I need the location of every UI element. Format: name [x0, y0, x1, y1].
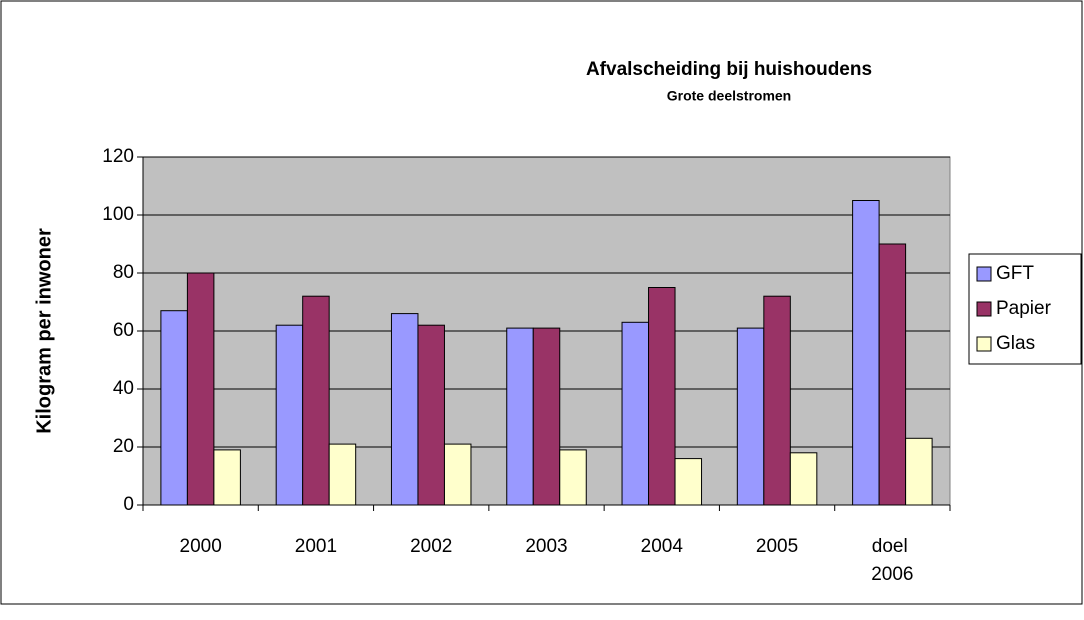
x-tick-label: doel 2006 [871, 536, 913, 585]
bar [532, 327, 561, 506]
bar [905, 437, 933, 506]
y-axis-label: Kilogram per inwoner [33, 228, 55, 434]
bar [736, 327, 765, 506]
y-tick-label: 40 [113, 378, 134, 399]
bar [878, 243, 907, 506]
x-tick-label: 2002 [410, 536, 452, 557]
chart-subtitle: Grote deelstromen [667, 88, 791, 104]
bar [328, 443, 357, 506]
bar [443, 443, 472, 506]
legend-swatch [976, 336, 992, 352]
bar [390, 313, 419, 506]
x-tick-label: 2000 [180, 536, 222, 557]
bar [186, 272, 215, 506]
bar [648, 287, 676, 506]
x-tick-label: 2001 [295, 536, 337, 557]
bar [302, 295, 330, 506]
y-tick-label: 60 [113, 320, 134, 341]
bar [621, 321, 650, 506]
legend-swatch [976, 301, 992, 317]
y-tick-label: 0 [123, 494, 134, 515]
bar [506, 327, 534, 506]
bar [674, 458, 703, 506]
x-tick-label: 2003 [525, 536, 567, 557]
bar [852, 200, 880, 506]
bar [275, 324, 304, 506]
x-tick-label: 2005 [756, 536, 798, 557]
bar [213, 449, 241, 506]
chart-title: Afvalscheiding bij huishoudens [586, 59, 872, 80]
bar [160, 310, 188, 506]
bar [559, 449, 587, 506]
legend-label: Glas [996, 333, 1035, 354]
legend-label: Papier [996, 298, 1052, 319]
x-tick-label: 2004 [641, 536, 684, 557]
y-tick-label: 120 [102, 146, 134, 167]
y-tick-label: 80 [113, 262, 134, 283]
bar [417, 324, 445, 506]
bar [763, 295, 791, 506]
bar [789, 452, 818, 506]
legend-swatch [976, 266, 992, 282]
y-tick-label: 100 [102, 204, 134, 225]
legend-label: GFT [996, 263, 1034, 284]
y-tick-label: 20 [113, 436, 134, 457]
